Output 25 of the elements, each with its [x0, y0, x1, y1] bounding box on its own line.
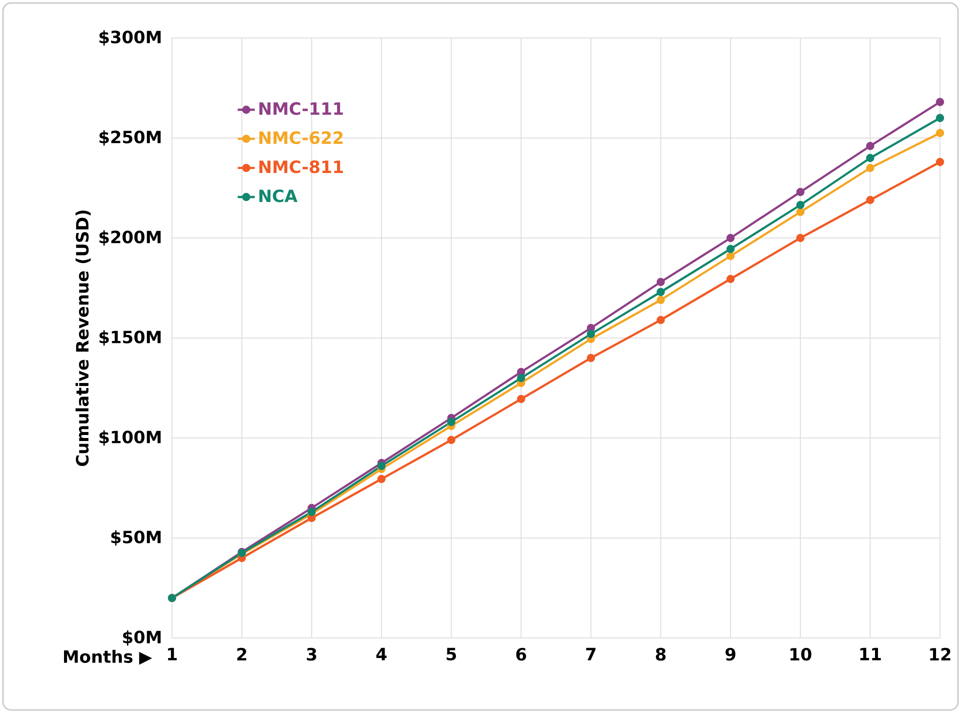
legend-label: NMC-811: [259, 160, 343, 174]
x-tick-label: 2: [237, 648, 246, 660]
y-tick-label: $200M: [99, 230, 161, 246]
y-tick-label: $100M: [99, 430, 161, 446]
y-tick-label: $0M: [123, 630, 161, 646]
y-tick-label: $300M: [99, 30, 161, 46]
x-tick-label: 6: [516, 648, 526, 661]
y-axis-title: Cumulative Revenue (USD): [76, 210, 91, 466]
legend-label: NMC-622: [259, 131, 343, 144]
x-tick-label: 4: [376, 648, 387, 660]
x-tick-label: 12: [930, 648, 950, 660]
x-tick-label: 7: [586, 648, 596, 660]
legend-label: NMC-111: [259, 102, 343, 115]
x-tick-label: 5: [446, 648, 456, 660]
x-tick-label: 3: [306, 648, 316, 661]
x-tick-label: 8: [656, 648, 666, 661]
x-tick-label: 10: [790, 648, 812, 661]
x-tick-label: 1: [168, 648, 177, 660]
x-axis-title: Months ▶: [64, 650, 152, 665]
y-tick-label: $250M: [99, 130, 161, 146]
x-tick-label: 11: [860, 648, 881, 660]
legend-label: NCA: [259, 189, 298, 202]
x-tick-label: 9: [726, 648, 736, 661]
y-tick-label: $50M: [111, 530, 161, 546]
y-tick-label: $150M: [99, 330, 161, 346]
